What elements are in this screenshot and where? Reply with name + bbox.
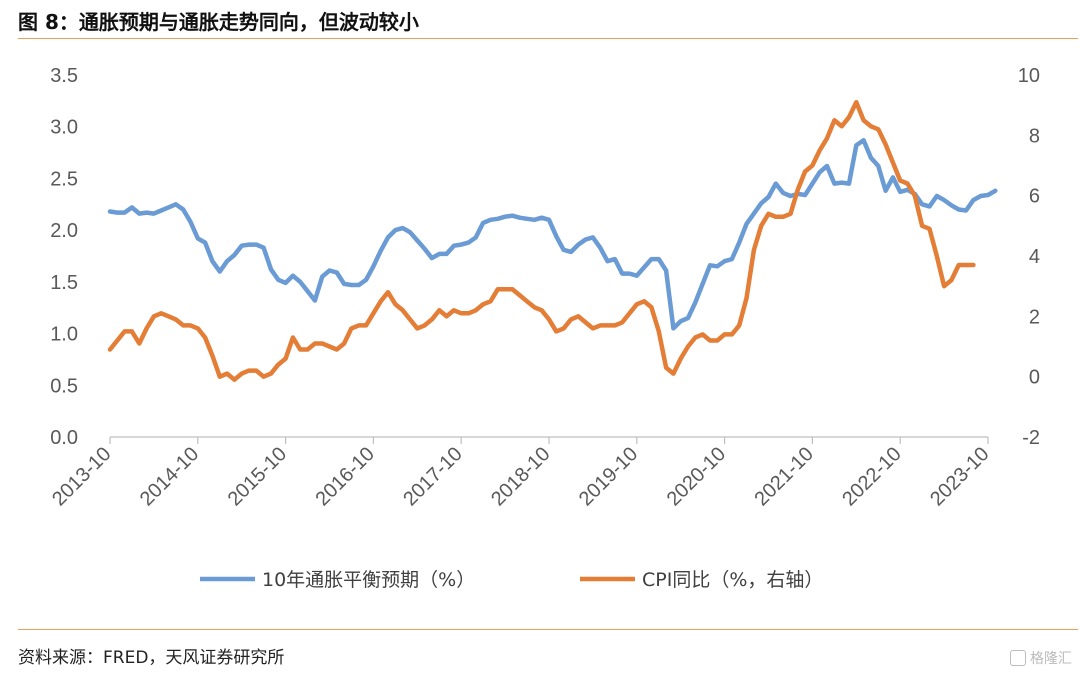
left-tick-label: 2.5 [50,168,78,190]
right-tick-label: 10 [1018,65,1040,87]
x-tick-label: 2022-10 [838,443,905,510]
x-tick-label: 2019-10 [575,443,642,510]
right-tick-label: 6 [1029,186,1040,208]
right-tick-label: 2 [1029,306,1040,328]
left-tick-label: 1.5 [50,272,78,294]
x-axis-ticks: 2013-10 2014-10 2015-10 2016-10 2017-10 2018-… [48,437,994,510]
series-layer [107,99,998,382]
x-tick-label: 2018-10 [487,443,554,510]
line-chart: 0.0 0.5 1.0 1.5 2.0 2.5 3.0 3.5 -2 0 2 4 6 8 10 2013-… [48,65,1040,591]
source-divider [18,629,1078,630]
x-tick-label: 2014-10 [136,443,203,510]
chart-legend: 10年通胀平衡预期（%） CPI同比（%，右轴） [200,569,823,591]
right-tick-label: 4 [1029,246,1040,268]
x-tick-label: 2021-10 [750,443,817,510]
x-tick-label: 2017-10 [399,443,466,510]
title-divider [18,38,1078,39]
left-tick-label: 0.0 [50,427,78,449]
x-tick-label: 2020-10 [663,443,730,510]
watermark: 格隆汇 [1010,648,1072,668]
left-tick-label: 0.5 [50,375,78,397]
legend-label: CPI同比（%，右轴） [642,569,823,591]
left-tick-label: 2.0 [50,220,78,242]
x-tick-label: 2015-10 [224,443,291,510]
cpi-yoy-line [107,99,976,382]
x-tick-label: 2023-10 [926,443,993,510]
chart-title: 图 8：通胀预期与通胀走势同向，但波动较小 [18,10,419,34]
x-tick-label: 2013-10 [48,443,115,510]
source-note: 资料来源：FRED，天风证券研究所 [18,648,285,668]
right-tick-label: 8 [1029,125,1040,147]
watermark-logo-icon [1010,650,1026,666]
left-tick-label: 3.0 [50,117,78,139]
right-axis-ticks: -2 0 2 4 6 8 10 [1018,65,1040,449]
right-tick-label: 0 [1029,367,1040,389]
left-axis-ticks: 0.0 0.5 1.0 1.5 2.0 2.5 3.0 3.5 [50,65,78,449]
watermark-text: 格隆汇 [1030,651,1072,667]
legend-label: 10年通胀平衡预期（%） [262,569,475,591]
breakeven-inflation-line [107,137,998,331]
right-tick-label: -2 [1022,427,1040,449]
x-tick-label: 2016-10 [311,443,378,510]
left-tick-label: 3.5 [50,65,78,87]
left-tick-label: 1.0 [50,324,78,346]
